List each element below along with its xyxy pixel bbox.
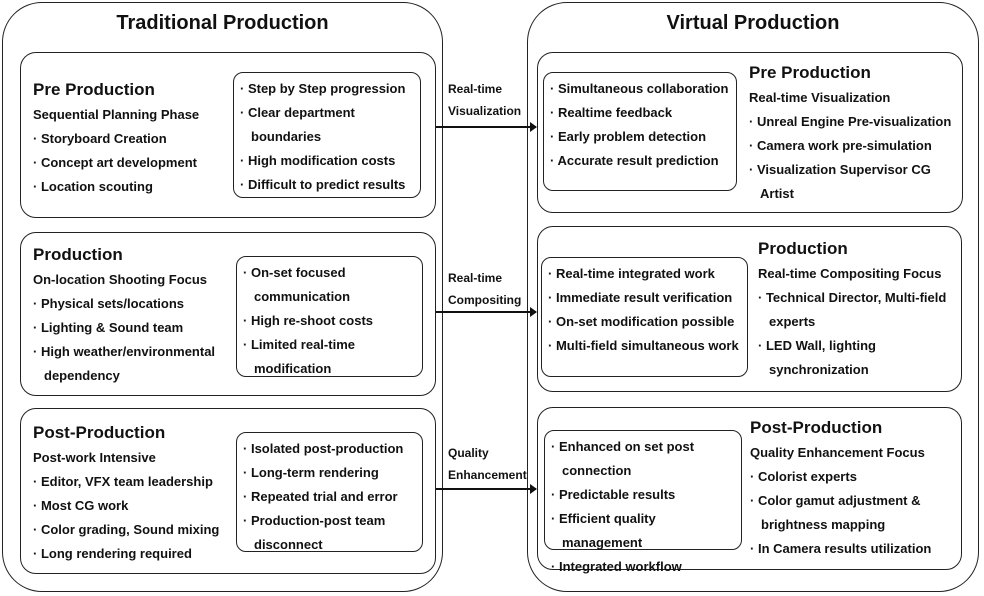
list-item: Realtime feedback	[550, 101, 732, 125]
traditional-post-production-issues: Isolated post-productionLong-term render…	[236, 432, 423, 552]
traditional-production-title: Traditional Production	[116, 12, 329, 34]
list-item: Long rendering required	[33, 542, 238, 566]
list-item: Predictable results	[551, 483, 737, 507]
list-item: Simultaneous collaboration	[550, 77, 732, 101]
list-item: Visualization Supervisor CG Artist	[749, 158, 961, 206]
transition-label-compositing: Real-time Compositing	[448, 267, 521, 311]
list-item: Storyboard Creation	[33, 127, 228, 151]
virtual-pre-production-text: Pre Production Real-time Visualization Un…	[749, 60, 961, 206]
stage-title: Post-Production	[750, 418, 883, 437]
stage-title: Pre Production	[33, 80, 155, 99]
virtual-pre-production-benefits: Simultaneous collaborationRealtime feedb…	[543, 72, 737, 191]
list-item: Lighting & Sound team	[33, 316, 233, 340]
list-item: Unreal Engine Pre-visualization	[749, 110, 961, 134]
transition-label-line: Enhancement	[448, 468, 527, 482]
virtual-production-title: Virtual Production	[666, 12, 840, 34]
stage-focus: Real-time Visualization	[749, 90, 891, 105]
virtual-production-text: Production Real-time Compositing Focus Te…	[758, 236, 960, 382]
stage-title: Production	[33, 245, 123, 264]
list-item: Concept art development	[33, 151, 228, 175]
transition-label-line: Real-time	[448, 82, 503, 96]
list-item: Production-post team disconnect	[243, 509, 418, 557]
arrow-production	[436, 307, 537, 317]
list-item: Long-term rendering	[243, 461, 418, 485]
list-item: Accurate result prediction	[550, 149, 732, 173]
stage-title: Post-Production	[33, 423, 166, 442]
virtual-production-benefits: Real-time integrated workImmediate resul…	[541, 257, 748, 377]
transition-label-enhancement: Quality Enhancement	[448, 442, 527, 486]
list-item: Efficient quality management	[551, 507, 737, 555]
transition-label-line: Quality	[448, 446, 489, 460]
list-item: Color gamut adjustment & brightness mapp…	[750, 489, 960, 537]
virtual-post-production-benefits: Enhanced on set post connectionPredictab…	[544, 430, 742, 574]
transition-label-line: Compositing	[448, 293, 522, 307]
traditional-post-production-text: Post-Production Post-work Intensive Edito…	[33, 420, 238, 566]
list-item: Technical Director, Multi-field experts	[758, 286, 960, 334]
list-item: Difficult to predict results	[240, 173, 416, 197]
list-item: Repeated trial and error	[243, 485, 418, 509]
list-item: In Camera results utilization	[750, 537, 960, 561]
transition-label-line: Real-time	[448, 271, 503, 285]
stage-focus: On-location Shooting Focus	[33, 272, 208, 287]
stage-title: Production	[758, 239, 848, 258]
list-item: Colorist experts	[750, 465, 960, 489]
stage-focus: Real-time Compositing Focus	[758, 266, 942, 281]
transition-label-line: Visualization	[448, 104, 522, 118]
stage-focus: Quality Enhancement Focus	[750, 445, 925, 460]
list-item: High weather/environmental dependency	[33, 340, 233, 388]
list-item: Enhanced on set post connection	[551, 435, 737, 483]
list-item: Color grading, Sound mixing	[33, 518, 238, 542]
traditional-production-text: Production On-location Shooting Focus Phy…	[33, 242, 233, 388]
list-item: Location scouting	[33, 175, 228, 199]
list-item: Multi-field simultaneous work	[548, 334, 743, 358]
transition-label-visualization: Real-time Visualization	[448, 78, 521, 122]
list-item: On-set modification possible	[548, 310, 743, 334]
list-item: Physical sets/locations	[33, 292, 233, 316]
list-item: Isolated post-production	[243, 437, 418, 461]
virtual-post-production-text: Post-Production Quality Enhancement Focu…	[750, 415, 960, 561]
list-item: Limited real-time modification	[243, 333, 418, 381]
list-item: Real-time integrated work	[548, 262, 743, 286]
list-item: High re-shoot costs	[243, 309, 418, 333]
traditional-pre-production-issues: Step by Step progressionClear department…	[233, 72, 421, 198]
stage-focus: Sequential Planning Phase	[33, 107, 200, 122]
stage-focus: Post-work Intensive	[33, 450, 156, 465]
list-item: Early problem detection	[550, 125, 732, 149]
list-item: High modification costs	[240, 149, 416, 173]
list-item: Clear department boundaries	[240, 101, 416, 149]
list-item: Editor, VFX team leadership	[33, 470, 238, 494]
list-item: Immediate result verification	[548, 286, 743, 310]
list-item: On-set focused communication	[243, 261, 418, 309]
traditional-production-issues: On-set focused communicationHigh re-shoo…	[236, 256, 423, 377]
traditional-pre-production-text: Pre Production Sequential Planning Phase…	[33, 77, 228, 199]
list-item: Integrated workflow	[551, 555, 737, 579]
list-item: Step by Step progression	[240, 77, 416, 101]
list-item: Camera work pre-simulation	[749, 134, 961, 158]
arrow-pre-production	[436, 122, 537, 132]
list-item: LED Wall, lighting synchronization	[758, 334, 960, 382]
arrow-post-production	[436, 484, 537, 494]
list-item: Most CG work	[33, 494, 238, 518]
stage-title: Pre Production	[749, 63, 871, 82]
